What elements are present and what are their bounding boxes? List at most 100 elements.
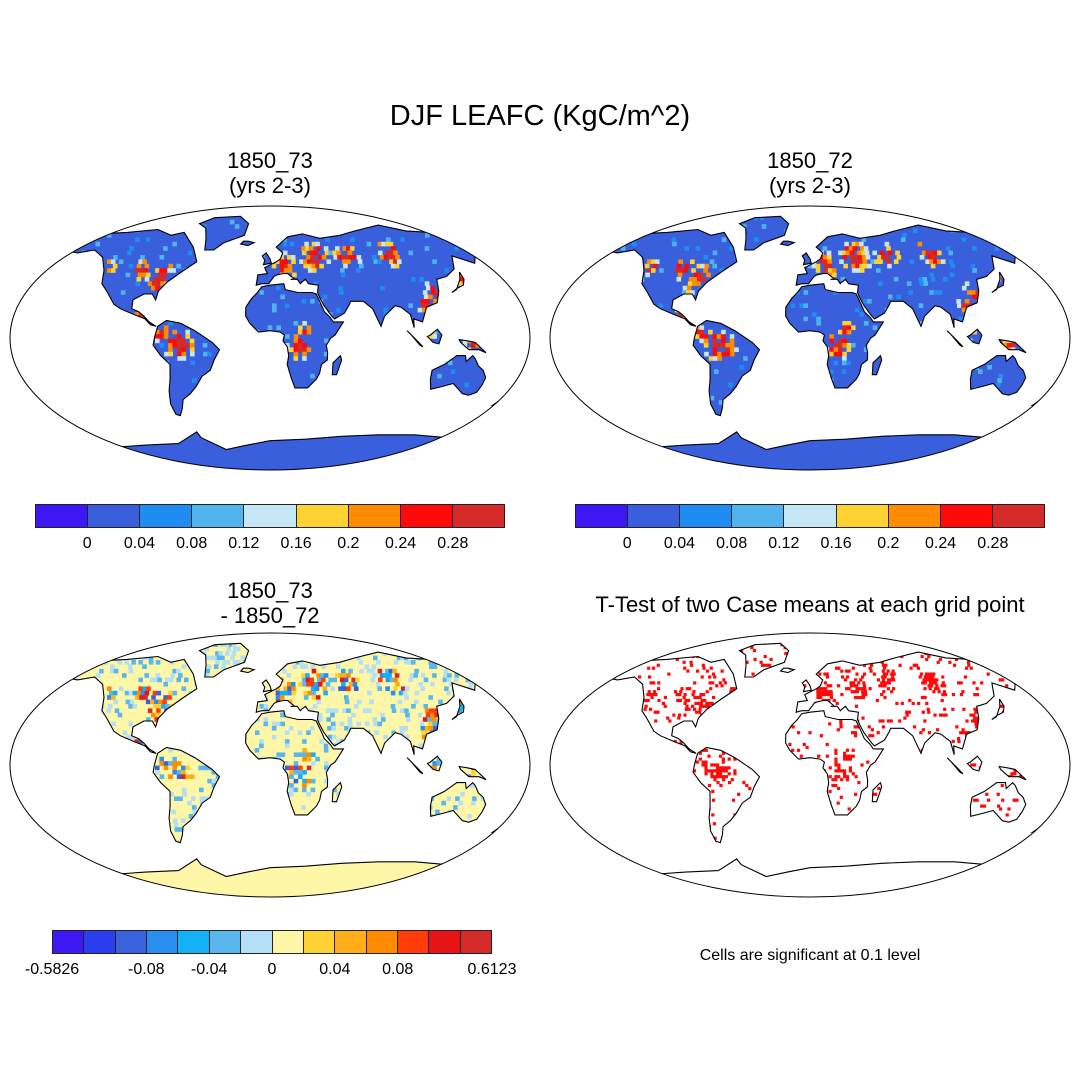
panel-3-title: 1850_73 - 1850_72: [130, 578, 410, 629]
grid-cell: [189, 774, 195, 779]
grid-cell: [969, 713, 973, 717]
grid-cell: [985, 792, 989, 796]
grid-cell: [155, 673, 161, 678]
grid-cell: [316, 673, 321, 678]
grid-cell: [839, 719, 843, 723]
grid-cell: [181, 343, 186, 348]
colorbar-tick-label: -0.08: [128, 961, 165, 978]
grid-cell: [944, 713, 948, 717]
grid-cell: [972, 294, 977, 300]
grid-cell: [1028, 250, 1033, 256]
grid-cell: [423, 294, 429, 300]
grid-cell: [931, 255, 936, 260]
grid-cell: [63, 664, 68, 669]
grid-cell: [458, 800, 463, 806]
grid-cell: [972, 798, 976, 802]
grid-cell: [176, 347, 182, 352]
grid-cell: [872, 325, 878, 330]
grid-cell: [854, 307, 860, 313]
grid-cell: [931, 675, 935, 679]
grid-cell: [696, 263, 702, 269]
grid-cell: [706, 272, 711, 278]
grid-cell: [448, 651, 454, 656]
grid-cell: [240, 655, 246, 661]
grid-cell: [181, 765, 186, 771]
grid-cell: [417, 712, 423, 718]
grid-cell: [185, 334, 190, 339]
grid-cell: [862, 672, 867, 676]
grid-cell: [494, 840, 499, 845]
grid-cell: [236, 660, 241, 665]
grid-cell: [1051, 816, 1055, 820]
grid-cell: [301, 805, 306, 810]
grid-cell: [716, 343, 722, 348]
grid-cell: [496, 268, 502, 273]
grid-cell: [844, 241, 849, 247]
grid-cell: [171, 809, 176, 815]
grid-cell: [215, 774, 221, 779]
grid-cell: [497, 836, 502, 841]
grid-cell: [1044, 693, 1049, 697]
grid-cell: [393, 259, 398, 264]
grid-cell: [883, 695, 887, 700]
grid-cell: [342, 259, 347, 264]
grid-cell: [552, 303, 557, 308]
grid-cell: [843, 769, 847, 773]
grid-cell: [282, 241, 287, 247]
grid-cell: [843, 751, 847, 755]
grid-cell: [917, 701, 921, 705]
grid-cell: [1001, 237, 1006, 242]
grid-cell: [130, 734, 136, 740]
grid-cell: [967, 290, 972, 295]
grid-cell: [298, 765, 303, 771]
grid-cell: [913, 228, 918, 234]
grid-cell: [392, 668, 397, 674]
grid-cell: [303, 695, 309, 700]
grid-cell: [724, 766, 728, 770]
grid-cell: [981, 224, 987, 229]
grid-cell: [850, 255, 855, 260]
grid-cell: [386, 237, 391, 242]
grid-cell: [688, 277, 694, 282]
grid-cell: [742, 781, 746, 785]
colorbar-swatch: [429, 931, 461, 953]
grid-cell: [721, 334, 726, 339]
grid-cell: [709, 395, 715, 401]
grid-cell: [710, 772, 714, 776]
grid-cell: [886, 719, 891, 723]
grid-cell: [811, 263, 817, 269]
grid-cell: [870, 259, 875, 264]
colorbar-tick-label: 0: [622, 535, 632, 552]
grid-cell: [187, 800, 192, 806]
grid-cell: [428, 660, 434, 665]
grid-cell: [975, 798, 979, 802]
grid-cell: [143, 695, 148, 700]
grid-cell: [298, 343, 303, 348]
grid-cell: [900, 237, 906, 242]
grid-cell: [812, 312, 817, 317]
grid-cell: [155, 712, 160, 718]
grid-cell: [185, 329, 190, 335]
grid-cell: [494, 413, 499, 418]
grid-cell: [402, 690, 408, 696]
grid-cell: [181, 664, 187, 669]
grid-cell: [191, 805, 197, 810]
grid-cell: [651, 268, 656, 273]
grid-cell: [106, 708, 112, 713]
grid-cell: [426, 285, 431, 291]
grid-cell: [720, 684, 724, 688]
grid-cell: [112, 263, 118, 269]
grid-cell: [259, 743, 264, 749]
grid-cell: [436, 761, 442, 766]
grid-cell: [159, 255, 165, 260]
grid-cell: [576, 405, 581, 410]
grid-cell: [941, 675, 945, 679]
grid-cell: [727, 757, 731, 761]
grid-cell: [155, 285, 160, 291]
grid-cell: [987, 365, 992, 370]
grid-cell: [142, 686, 147, 691]
grid-cell: [876, 731, 880, 735]
grid-cell: [676, 698, 680, 703]
grid-cell: [172, 818, 178, 823]
grid-cell: [834, 778, 838, 782]
